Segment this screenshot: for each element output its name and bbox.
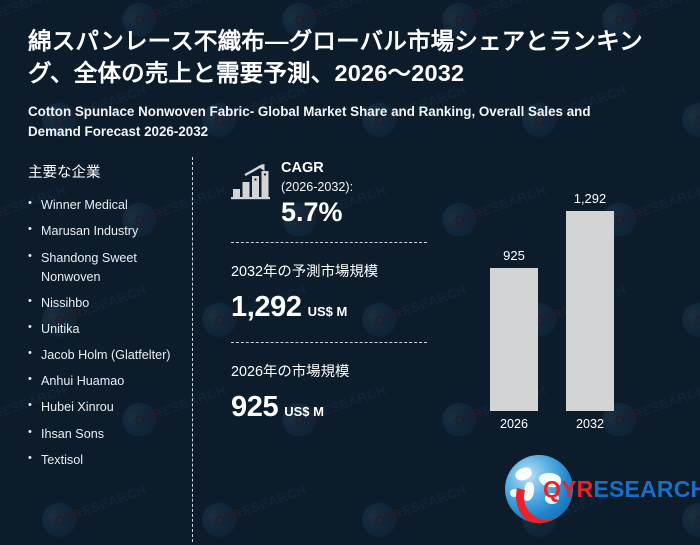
cagr-period: (2026-2032):: [281, 180, 354, 194]
size-2026-label: 2026年の市場規模: [231, 364, 350, 381]
company-list-item: Textisol: [28, 450, 182, 470]
bar-group: 1,292 2032: [566, 191, 614, 431]
company-list-item: Shandong Sweet Nonwoven: [28, 248, 182, 287]
company-list-item: Jacob Holm (Glatfelter): [28, 345, 182, 365]
company-list-item: Hubei Xinrou: [28, 397, 182, 417]
bar-category-label: 2032: [575, 417, 605, 432]
header: 綿スパンレース不織布—グローバル市場シェアとランキング、全体の売上と需要予測、2…: [0, 0, 700, 141]
divider-1: [231, 242, 427, 244]
cagr-block: CAGR (2026-2032): 5.7%: [231, 159, 442, 228]
forecast-2032-label: 2032年の予測市場規模: [231, 264, 379, 281]
divider-2: [231, 342, 427, 344]
metrics-column: CAGR (2026-2032): 5.7% 2032年の予測市場規模 1,29…: [193, 157, 458, 542]
company-list-item: Anhui Huamao: [28, 371, 182, 391]
size-2026-block: 2026年の市場規模 925 US$ M: [231, 363, 442, 424]
sidebar-key-companies: 主要な企業 Winner Medical Marusan Industry Shan…: [0, 157, 193, 543]
logo-text-qyr: QYR: [543, 475, 594, 502]
cagr-label: CAGR: [281, 160, 324, 177]
cagr-value: 5.7%: [281, 197, 343, 228]
logo-wordmark: QYRESEARCH: [543, 476, 700, 503]
company-list-item: Marusan Industry: [28, 221, 182, 241]
size-2026-value: 925: [231, 390, 279, 423]
bar-rect: [490, 268, 538, 412]
growth-bar-chart-icon: [231, 163, 271, 206]
page-title: 綿スパンレース不織布—グローバル市場シェアとランキング、全体の売上と需要予測、2…: [28, 28, 643, 86]
forecast-2032-block: 2032年の予測市場規模 1,292 US$ M: [231, 263, 442, 324]
company-list: Winner Medical Marusan Industry Shandong S…: [28, 195, 182, 470]
forecast-2032-unit: US$ M: [307, 304, 348, 320]
bar-group: 925 2026: [490, 248, 538, 431]
logo-text-esearch: ESEARCH: [593, 475, 700, 502]
size-2026-unit: US$ M: [284, 403, 324, 419]
page-subtitle: Cotton Spunlace Nonwoven Fabric- Global …: [28, 104, 591, 139]
company-list-item: Nissihbo: [28, 293, 182, 313]
body-area: 主要な企業 Winner Medical Marusan Industry Shan…: [0, 157, 700, 543]
sidebar-heading: 主要な企業: [28, 165, 101, 182]
bar-value-label: 925: [503, 248, 525, 264]
globe-icon: [505, 455, 573, 523]
company-list-item: Ihsan Sons: [28, 424, 182, 444]
company-list-item: Unitika: [28, 319, 182, 339]
bar-rect: [566, 211, 614, 412]
market-size-bar-chart: 925 2026 1,292 2032: [476, 171, 666, 431]
bar-value-label: 1,292: [573, 191, 607, 207]
bar-category-label: 2026: [499, 417, 529, 432]
forecast-2032-value: 1,292: [231, 291, 302, 324]
chart-column: 925 2026 1,292 2032: [458, 157, 700, 542]
company-list-item: Winner Medical: [28, 195, 182, 215]
qyresearch-logo: QYRESEARCH: [505, 455, 700, 523]
